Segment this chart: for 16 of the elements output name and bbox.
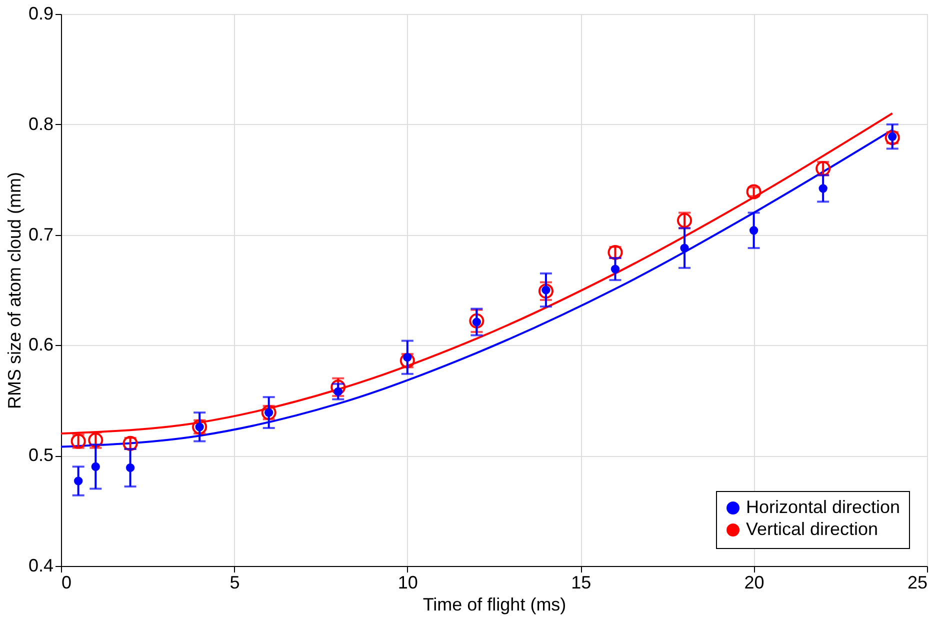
y-tick-label: 0.9 [28,4,54,24]
x-axis-title: Time of flight (ms) [422,594,566,614]
legend-label: Vertical direction [746,519,878,539]
legend-label: Horizontal direction [746,497,900,517]
y-axis-title: RMS size of atom cloud (mm) [4,172,24,410]
x-tick-label: 15 [571,572,592,592]
x-tick-label: 20 [744,572,764,592]
y-tick-label: 0.7 [28,224,54,244]
y-tick-label: 0.8 [28,114,54,134]
x-tick-label: 25 [907,572,928,592]
y-tick-label: 0.5 [28,445,54,466]
y-tick-label: 0.6 [28,334,54,355]
x-tick-label: 10 [398,572,418,592]
x-tick-label: 0 [62,572,72,592]
y-tick-label: 0.4 [28,556,54,576]
x-tick-label: 5 [230,572,240,592]
